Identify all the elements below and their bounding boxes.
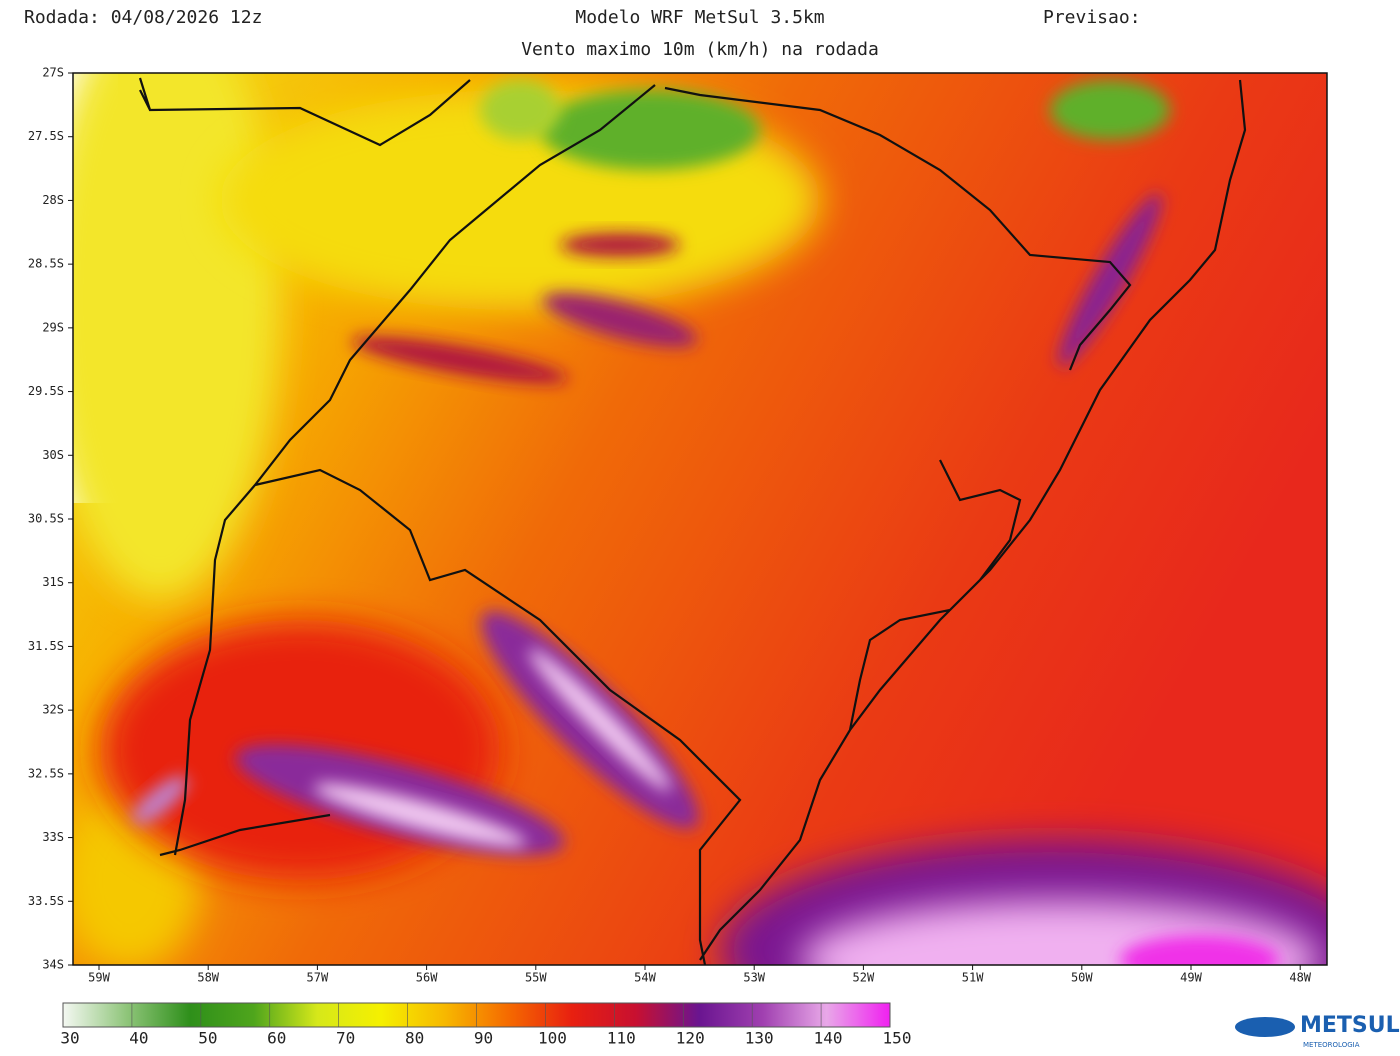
lon-label: 53W	[743, 971, 765, 985]
colorbar-label: 50	[198, 1029, 217, 1048]
lon-label: 50W	[1071, 971, 1093, 985]
run-label: Rodada: 04/08/2026 12z	[24, 7, 262, 28]
lat-label: 28S	[42, 193, 64, 207]
colorbar-label: 40	[129, 1029, 148, 1048]
lat-label: 32.5S	[28, 766, 64, 780]
colorbar-label: 30	[60, 1029, 79, 1048]
lat-label: 29.5S	[28, 384, 64, 398]
lat-label: 29S	[42, 320, 64, 334]
colorbar-label: 130	[745, 1029, 774, 1048]
lat-label: 31S	[42, 575, 64, 589]
forecast-label: Previsao:	[1043, 7, 1141, 28]
lon-label: 48W	[1289, 971, 1311, 985]
lat-label: 27.5S	[28, 129, 64, 143]
lat-label: 33S	[42, 830, 64, 844]
lat-label: 30S	[42, 448, 64, 462]
colorbar: 30 40 50 60 70 80 90 100 110 120 130 140 150	[60, 1002, 912, 1048]
subtitle: Vento maximo 10m (km/h) na rodada	[521, 39, 879, 60]
colorbar-label: 100	[538, 1029, 567, 1048]
colorbar-label: 80	[405, 1029, 424, 1048]
lon-label: 59W	[88, 971, 110, 985]
lat-label: 32S	[42, 703, 64, 717]
lon-label: 55W	[525, 971, 547, 985]
colorbar-label: 70	[336, 1029, 355, 1048]
logo: METSUL METEOROLOGIA	[1235, 1013, 1400, 1049]
colorbar-label: 150	[883, 1029, 912, 1048]
lon-label: 52W	[853, 971, 875, 985]
lon-label: 51W	[962, 971, 984, 985]
lon-label: 58W	[197, 971, 219, 985]
lon-label: 54W	[634, 971, 656, 985]
lat-label: 28.5S	[28, 257, 64, 271]
lon-label: 56W	[416, 971, 438, 985]
colorbar-label: 120	[676, 1029, 705, 1048]
logo-name: METSUL	[1300, 1013, 1400, 1038]
wind-field	[73, 73, 1327, 965]
lat-label: 34S	[42, 958, 64, 972]
colorbar-label: 140	[814, 1029, 843, 1048]
colorbar-label: 90	[474, 1029, 493, 1048]
lat-label: 30.5S	[28, 512, 64, 526]
colorbar-label: 60	[267, 1029, 286, 1048]
lat-label: 27S	[42, 66, 64, 80]
colorbar-label: 110	[607, 1029, 636, 1048]
lon-label: 49W	[1180, 971, 1202, 985]
model-title: Modelo WRF MetSul 3.5km	[575, 7, 824, 28]
lat-label: 33.5S	[28, 894, 64, 908]
lat-label: 31.5S	[28, 639, 64, 653]
lon-label: 57W	[307, 971, 329, 985]
logo-tagline: METEOROLOGIA	[1303, 1041, 1360, 1049]
